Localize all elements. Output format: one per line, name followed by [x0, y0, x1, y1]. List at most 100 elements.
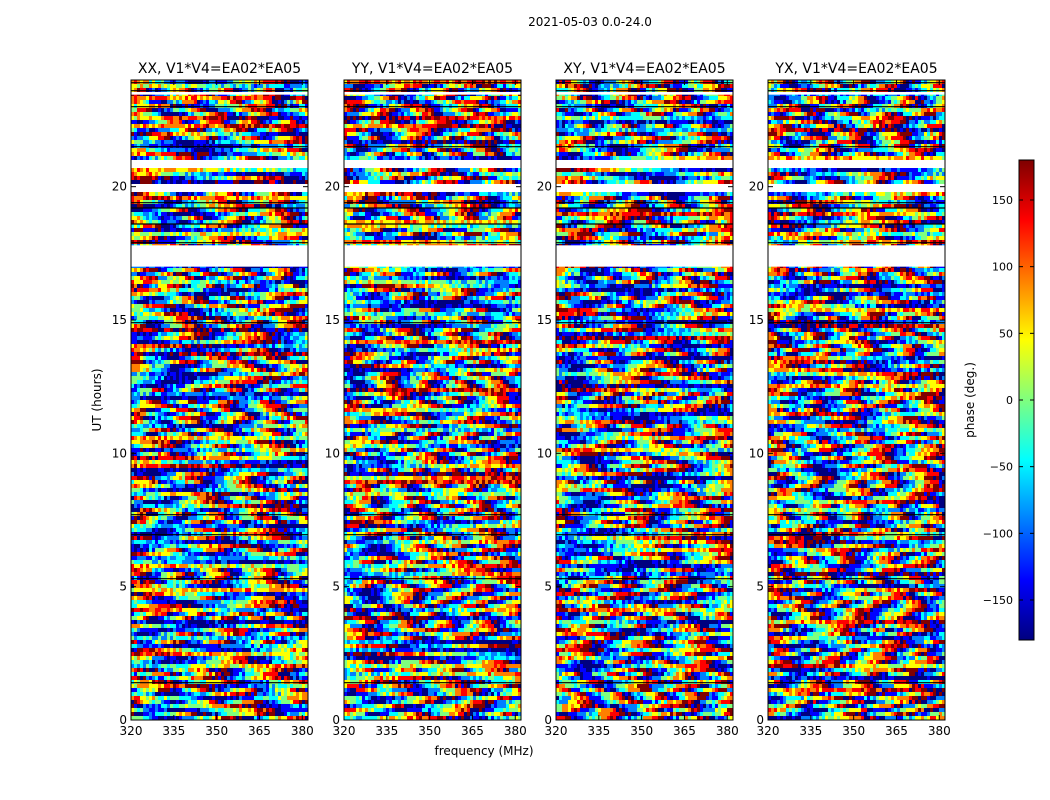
heatmap-cell: [137, 96, 141, 101]
heatmap-cell: [167, 344, 171, 349]
heatmap-cell: [290, 220, 294, 225]
heatmap-cell: [215, 228, 219, 233]
heatmap-cell: [176, 396, 180, 401]
heatmap-cell: [185, 148, 189, 153]
heatmap-cell: [194, 352, 198, 357]
heatmap-cell: [146, 368, 150, 373]
heatmap-cell: [242, 228, 246, 233]
heatmap-cell: [251, 132, 255, 137]
heatmap-cell: [284, 360, 288, 365]
heatmap-cell: [215, 116, 219, 121]
heatmap-cell: [230, 112, 234, 117]
heatmap-cell: [296, 172, 300, 177]
heatmap-cell: [248, 172, 252, 177]
heatmap-cell: [236, 108, 240, 113]
heatmap-cell: [206, 208, 210, 213]
heatmap-cell: [236, 120, 240, 125]
heatmap-cell: [248, 124, 252, 129]
heatmap-cell: [209, 324, 213, 329]
heatmap-cell: [296, 372, 300, 377]
heatmap-cell: [302, 224, 306, 229]
heatmap-cell: [275, 324, 279, 329]
heatmap-cell: [245, 208, 249, 213]
heatmap-cell: [146, 284, 150, 289]
heatmap-cell: [233, 304, 237, 309]
heatmap-cell: [305, 356, 308, 361]
heatmap-cell: [164, 228, 168, 233]
heatmap-cell: [203, 228, 207, 233]
heatmap-cell: [191, 208, 195, 213]
heatmap-cell: [197, 324, 201, 329]
heatmap-cell: [302, 96, 306, 101]
heatmap-cell: [275, 384, 279, 389]
heatmap-cell: [167, 120, 171, 125]
heatmap-cell: [245, 108, 249, 113]
heatmap-cell: [269, 316, 273, 321]
heatmap-cell: [170, 404, 174, 409]
heatmap-cell: [278, 224, 282, 229]
heatmap-cell: [143, 324, 147, 329]
heatmap-cell: [167, 96, 171, 101]
heatmap-cell: [200, 192, 204, 197]
heatmap-cell: [218, 212, 222, 217]
heatmap-cell: [245, 156, 249, 161]
heatmap-cell: [224, 152, 228, 157]
heatmap-cell: [233, 328, 237, 333]
heatmap-cell: [263, 288, 267, 293]
heatmap-cell: [242, 288, 246, 293]
heatmap-cell: [134, 296, 138, 301]
heatmap-cell: [227, 124, 231, 129]
heatmap-cell: [161, 328, 165, 333]
heatmap-cell: [251, 288, 255, 293]
heatmap-cell: [194, 372, 198, 377]
heatmap-cell: [167, 324, 171, 329]
heatmap-cell: [251, 312, 255, 317]
heatmap-cell: [296, 212, 300, 217]
heatmap-cell: [224, 196, 228, 201]
heatmap-cell: [131, 140, 135, 145]
heatmap-cell: [155, 136, 159, 141]
heatmap-cell: [245, 404, 249, 409]
heatmap-cell: [263, 268, 267, 273]
heatmap-cell: [305, 192, 308, 197]
heatmap-cell: [212, 324, 216, 329]
heatmap-cell: [233, 408, 237, 413]
heatmap-cell: [146, 128, 150, 133]
heatmap-cell: [215, 216, 219, 221]
heatmap-cell: [155, 220, 159, 225]
heatmap-cell: [275, 356, 279, 361]
heatmap-cell: [161, 380, 165, 385]
heatmap-cell: [200, 308, 204, 313]
heatmap-cell: [290, 296, 294, 301]
heatmap-cell: [164, 408, 168, 413]
heatmap-cell: [131, 344, 135, 349]
heatmap-cell: [212, 220, 216, 225]
heatmap-cell: [269, 272, 273, 277]
heatmap-cell: [206, 156, 210, 161]
heatmap-cell: [200, 168, 204, 173]
heatmap-cell: [191, 268, 195, 273]
heatmap-cell: [134, 392, 138, 397]
heatmap-cell: [260, 148, 264, 153]
heatmap-cell: [164, 152, 168, 157]
heatmap-cell: [299, 156, 303, 161]
heatmap-cell: [215, 180, 219, 185]
heatmap-cell: [194, 272, 198, 277]
heatmap-cell: [197, 124, 201, 129]
heatmap-cell: [143, 376, 147, 381]
heatmap-cell: [155, 140, 159, 145]
heatmap-cell: [167, 84, 171, 89]
heatmap-cell: [257, 268, 261, 273]
heatmap-cell: [221, 316, 225, 321]
heatmap-cell: [245, 364, 249, 369]
heatmap-cell: [278, 408, 282, 413]
heatmap-cell: [164, 276, 168, 281]
heatmap-cell: [206, 308, 210, 313]
heatmap-cell: [194, 172, 198, 177]
heatmap-cell: [215, 408, 219, 413]
heatmap-cell: [197, 220, 201, 225]
heatmap-cell: [134, 288, 138, 293]
heatmap-cell: [131, 376, 135, 381]
heatmap-cell: [227, 412, 231, 417]
heatmap-cell: [179, 152, 183, 157]
